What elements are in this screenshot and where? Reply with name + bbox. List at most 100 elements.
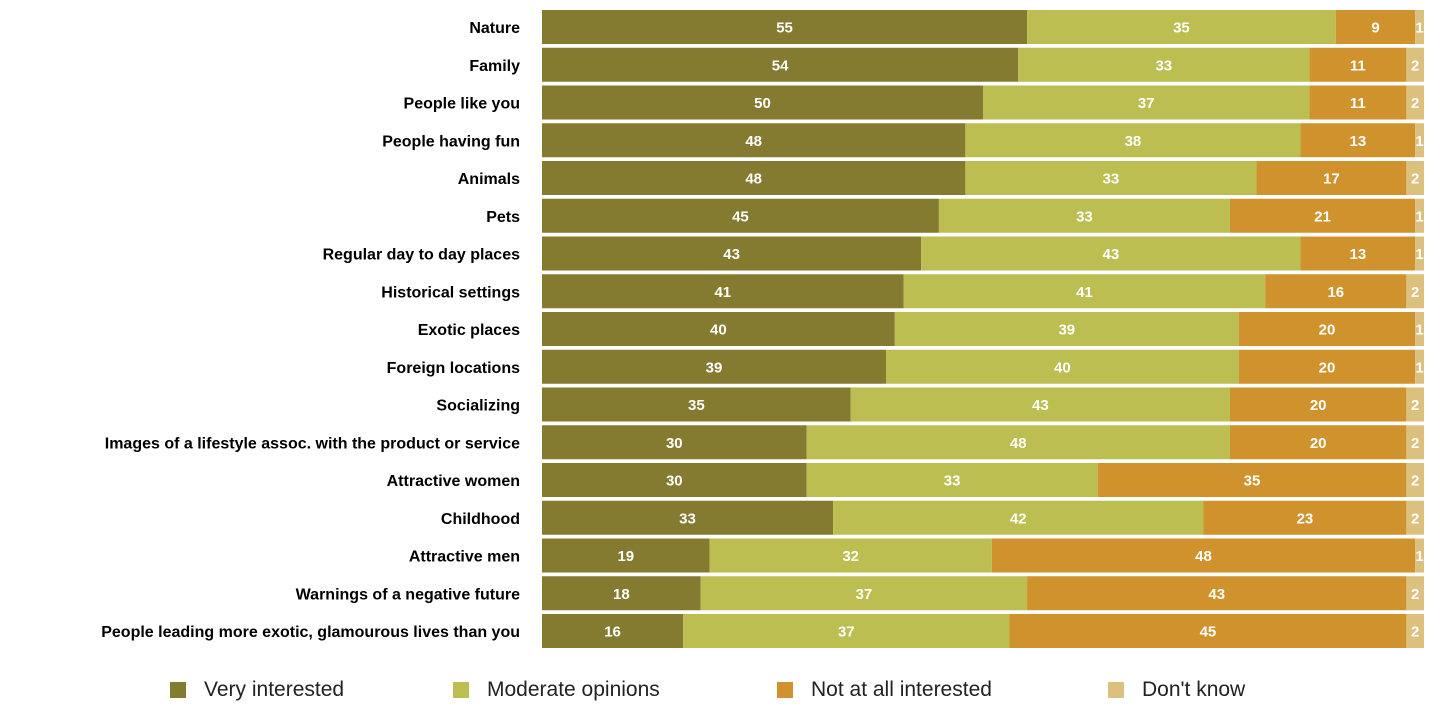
bar-segment [542, 274, 904, 309]
data-label: 2 [1411, 57, 1419, 74]
category-label: Historical settings [381, 284, 520, 301]
legend-label: Moderate opinions [487, 678, 660, 701]
bar-segment [1415, 349, 1424, 384]
bar-segment [1265, 274, 1407, 309]
bar-segment [542, 85, 983, 120]
data-label: 38 [1125, 133, 1142, 150]
legend-item: Don't know [1108, 678, 1245, 702]
data-label: 11 [1350, 95, 1366, 112]
data-label: 37 [1138, 95, 1155, 112]
data-label: 54 [772, 57, 789, 74]
bar-segment [542, 123, 966, 158]
bar-segment [903, 274, 1266, 309]
bar-segment [1027, 10, 1336, 44]
bar-segment [1406, 425, 1424, 460]
data-label: 35 [1173, 20, 1190, 37]
category-label: Attractive men [409, 549, 520, 566]
category-label: Socializing [436, 398, 520, 415]
category-label: Exotic places [418, 322, 520, 339]
bar-segment [965, 161, 1257, 195]
bar-segment [1309, 85, 1407, 120]
data-label: 1 [1415, 359, 1423, 376]
bar-segment [1406, 274, 1424, 309]
category-label: Nature [469, 20, 520, 37]
bar-segment [1335, 10, 1416, 44]
bar-segment [1238, 349, 1416, 384]
category-label: Pets [486, 209, 520, 226]
bar-segment [542, 538, 710, 573]
data-label: 20 [1319, 359, 1336, 376]
bar-segment [1309, 47, 1407, 82]
bar-segment [1406, 85, 1424, 120]
data-label: 37 [838, 624, 855, 641]
data-label: 20 [1319, 322, 1336, 339]
bar-segment [1097, 463, 1407, 497]
bar-segment [1229, 425, 1407, 460]
legend-swatch [1108, 682, 1124, 698]
data-label: 1 [1415, 246, 1423, 263]
data-label: 1 [1415, 548, 1423, 565]
data-label: 39 [706, 359, 723, 376]
legend-item: Moderate opinions [453, 678, 660, 702]
data-label: 39 [1058, 322, 1075, 339]
bar-segment [1300, 123, 1416, 158]
bar-segment [1406, 161, 1424, 195]
bar-segment [1256, 161, 1407, 195]
legend-label: Not at all interested [811, 678, 992, 701]
data-label: 40 [710, 322, 727, 339]
bar-segment [542, 198, 939, 233]
data-label: 33 [1155, 57, 1172, 74]
bar-segment [1415, 236, 1424, 271]
bar-segment [542, 500, 834, 535]
bar-segment [885, 349, 1239, 384]
data-label: 21 [1314, 208, 1331, 225]
stacked-bar-chart: Nature Family People like you People having… [101, 10, 1424, 648]
category-label: Attractive women [387, 473, 520, 490]
bar-segment [1415, 123, 1424, 158]
data-label: 19 [617, 548, 634, 565]
bar-segment [806, 425, 1230, 460]
bars [542, 10, 1424, 648]
bar-segment [542, 10, 1028, 44]
data-label: 16 [1327, 284, 1344, 301]
bar-segment [983, 85, 1310, 120]
category-label: Childhood [441, 511, 520, 528]
bar-segment [1229, 387, 1407, 422]
data-label: 35 [1244, 473, 1261, 490]
data-label: 16 [604, 624, 621, 641]
data-label: 17 [1323, 171, 1340, 188]
bar-segment [1238, 312, 1416, 346]
bar-segment [1009, 614, 1407, 648]
data-label: 20 [1310, 397, 1327, 414]
data-label: 30 [666, 435, 683, 452]
data-label: 43 [1103, 246, 1120, 263]
data-label: 40 [1054, 359, 1071, 376]
data-label: 33 [1076, 208, 1093, 225]
bar-segment [1406, 500, 1424, 535]
bar-segment [1406, 387, 1424, 422]
data-label: 11 [1350, 57, 1366, 74]
data-label: 13 [1350, 246, 1367, 263]
bar-segment [806, 463, 1098, 497]
category-label: Regular day to day places [323, 247, 521, 264]
data-label: 2 [1411, 435, 1419, 452]
bar-segment [1203, 500, 1407, 535]
legend-label: Very interested [204, 678, 345, 701]
data-label: 42 [1010, 510, 1027, 527]
data-label: 1 [1415, 20, 1423, 37]
data-label: 1 [1415, 208, 1423, 225]
bar-segment [938, 198, 1230, 233]
data-label: 55 [776, 20, 793, 37]
category-label: Warnings of a negative future [296, 586, 520, 603]
data-label: 23 [1297, 510, 1314, 527]
data-label: 2 [1411, 397, 1419, 414]
legend-swatch [777, 682, 793, 698]
data-label: 43 [723, 246, 740, 263]
bar-segment [542, 312, 895, 346]
data-label: 13 [1350, 133, 1367, 150]
category-label: People like you [404, 96, 520, 113]
bar-segment [1406, 576, 1424, 611]
bar-segment [965, 123, 1301, 158]
data-label: 9 [1371, 20, 1379, 37]
data-label: 48 [745, 133, 762, 150]
